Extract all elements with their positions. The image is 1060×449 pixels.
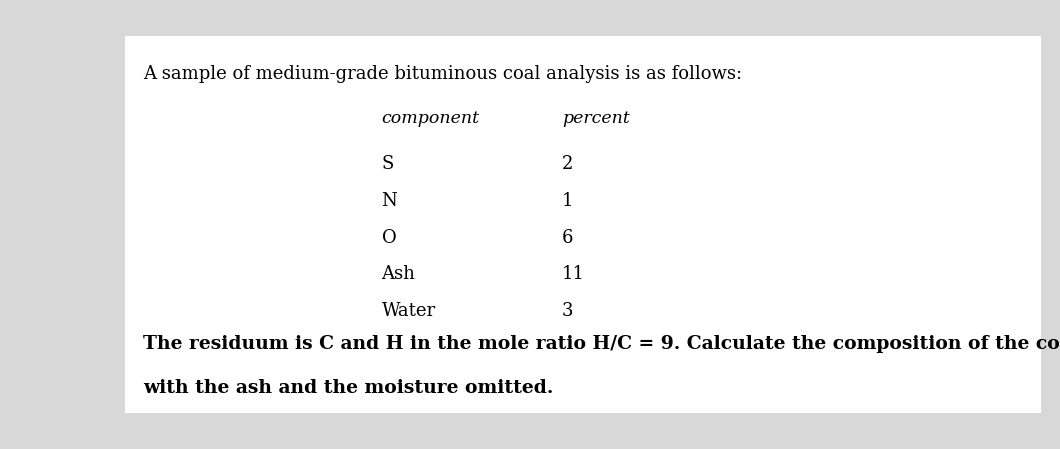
Text: A sample of medium-grade bituminous coal analysis is as follows:: A sample of medium-grade bituminous coal… <box>143 65 742 83</box>
Text: Ash: Ash <box>382 265 416 283</box>
Text: percent: percent <box>562 110 630 127</box>
Text: Water: Water <box>382 302 436 320</box>
Text: O: O <box>382 229 396 247</box>
Text: 1: 1 <box>562 192 573 210</box>
Text: N: N <box>382 192 398 210</box>
Text: 3: 3 <box>562 302 573 320</box>
Text: component: component <box>382 110 480 127</box>
Text: 2: 2 <box>562 155 573 173</box>
Text: 6: 6 <box>562 229 573 247</box>
Text: S: S <box>382 155 394 173</box>
Text: with the ash and the moisture omitted.: with the ash and the moisture omitted. <box>143 379 553 397</box>
Text: The residuum is C and H in the mole ratio H/C = 9. Calculate the composition of : The residuum is C and H in the mole rati… <box>143 335 1060 352</box>
Text: 11: 11 <box>562 265 585 283</box>
